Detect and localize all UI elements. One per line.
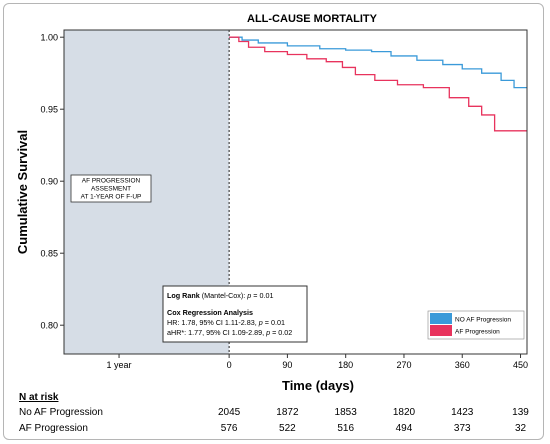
log-rank-label: Log Rank <box>167 291 200 300</box>
ahr-value: = 0.02 <box>270 328 292 337</box>
chart-title: ALL-CAUSE MORTALITY <box>247 13 378 25</box>
ahr-p: p <box>265 328 270 337</box>
x-axis-label: Time (days) <box>282 378 354 393</box>
risk-cell: 1423 <box>451 407 474 418</box>
risk-cell: 494 <box>395 423 413 434</box>
risk-row-label-af: AF Progression <box>19 423 88 434</box>
figure-frame <box>3 3 544 440</box>
risk-cell: 1820 <box>392 407 416 418</box>
risk-cell: 1872 <box>276 407 299 418</box>
log-rank-p: p <box>246 291 251 300</box>
risk-cell: 139 <box>512 407 529 418</box>
risk-table-header: N at risk <box>19 392 59 403</box>
risk-cell: 1853 <box>334 407 357 418</box>
hr-line: HR: 1.78, 95% CI 1.11-2.83, <box>167 318 259 327</box>
x-tick-label: 180 <box>338 360 353 370</box>
risk-cell: 516 <box>337 423 355 434</box>
assessment-note-box <box>70 174 152 203</box>
x-tick-label: 450 <box>513 360 528 370</box>
ahr-line: aHR*: 1.77, 95% CI 1.09-2.89, <box>167 328 266 337</box>
y-tick-label: 0.90 <box>40 177 58 187</box>
legend-label-no-af: NO AF Progression <box>455 317 511 324</box>
series-line-af-progression <box>229 36 527 132</box>
ahr-text: aHR*: 1.77, 95% CI 1.09-2.89, p = 0.02 <box>167 328 292 337</box>
risk-cell: 576 <box>220 423 238 434</box>
log-rank-text: Log Rank (Mantel-Cox): p = 0.01 <box>167 291 273 300</box>
x-tick-label: 0 <box>227 360 232 370</box>
cox-title: Cox Regression Analysis <box>167 308 253 317</box>
legend-swatch-no-af <box>430 313 452 324</box>
legend-swatch-af <box>430 325 452 336</box>
hr-value: = 0.01 <box>263 318 285 327</box>
risk-row-label-no-af: No AF Progression <box>19 407 103 418</box>
hr-p: p <box>258 318 263 327</box>
risk-cell: 32 <box>514 423 527 434</box>
stats-annotation-box <box>162 285 308 343</box>
x-tick-label: 360 <box>455 360 470 370</box>
assessment-note-line-1: AF PROGRESSION <box>82 178 141 185</box>
assessment-note-line-3: AT 1-YEAR OF F-UP <box>81 194 142 201</box>
risk-cell: 373 <box>453 423 471 434</box>
y-tick-label: 0.85 <box>40 249 58 259</box>
y-tick-label: 0.95 <box>40 105 58 115</box>
risk-cell: 2045 <box>218 407 241 418</box>
x-tick-label: 90 <box>282 360 292 370</box>
x-tick-label: 270 <box>396 360 411 370</box>
y-tick-label: 0.80 <box>40 321 58 331</box>
legend-label-af: AF Progression <box>455 329 500 336</box>
log-rank-value: = 0.01 <box>251 291 273 300</box>
risk-cell: 522 <box>279 423 296 434</box>
series-line-no-af-progression <box>229 36 527 89</box>
y-axis-label: Cumulative Survival <box>15 130 30 254</box>
log-rank-rest: (Mantel-Cox): <box>200 291 248 300</box>
x-tick-label-1-year: 1 year <box>107 360 132 370</box>
plot-border <box>63 29 528 355</box>
hr-text: HR: 1.78, 95% CI 1.11-2.83, p = 0.01 <box>167 318 285 327</box>
y-tick-label: 1.00 <box>40 33 58 43</box>
assessment-note-line-2: ASSESMENT <box>91 186 131 193</box>
series-layer <box>229 36 527 132</box>
axis-layer: 1.00 0.95 0.90 0.85 0.80 0 90 180 270 360 450 1 yea… <box>40 33 528 370</box>
